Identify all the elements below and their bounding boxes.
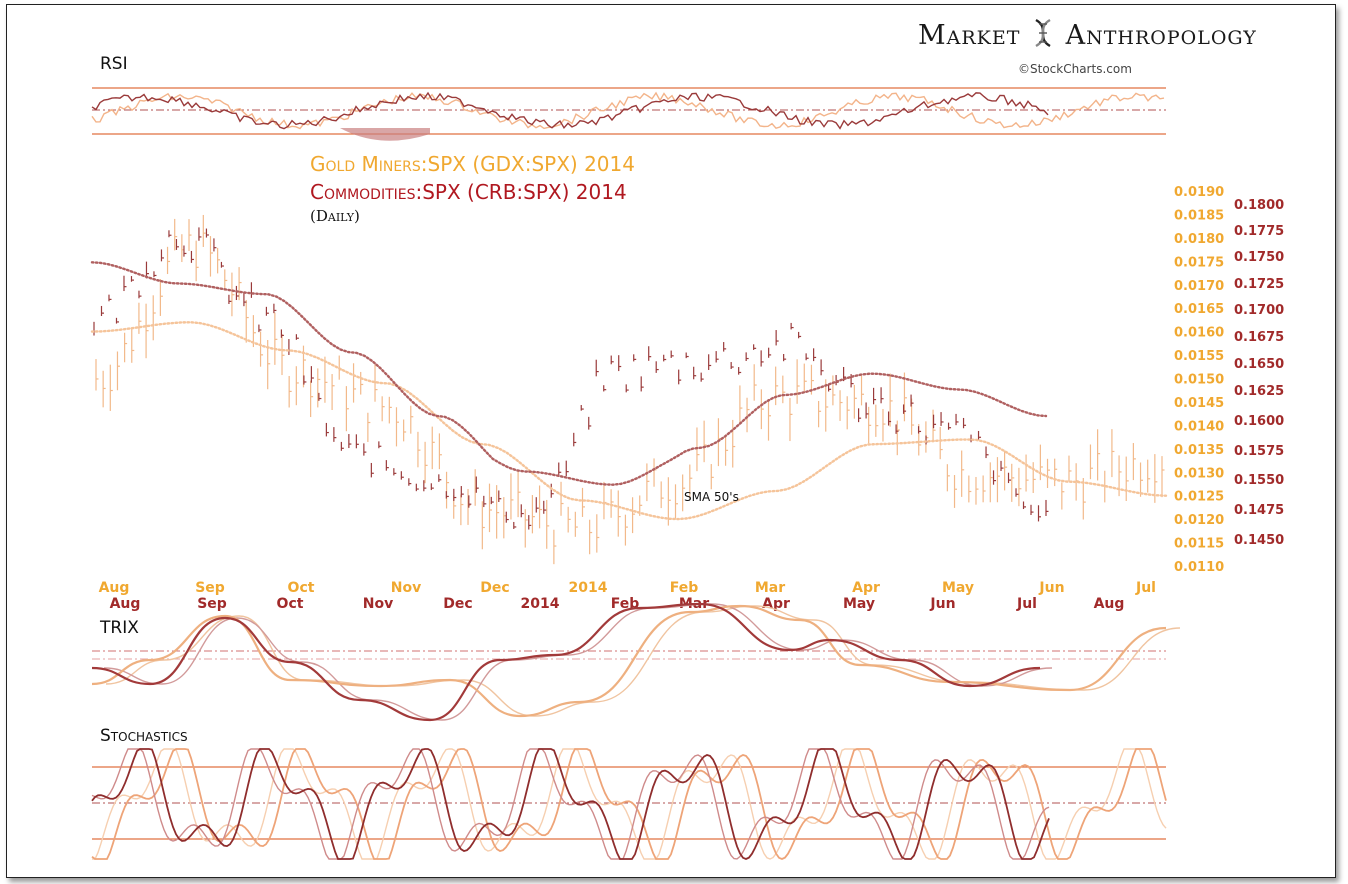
stockcharts-credit: ©StockCharts.com: [1018, 62, 1132, 76]
commodity-axis-tick: 0.1600: [1234, 414, 1284, 429]
commodity-axis-tick: 0.1775: [1234, 224, 1284, 239]
rsi-label: RSI: [100, 54, 128, 74]
commodity-x-tick-label: 2014: [521, 596, 560, 612]
gold-x-tick-label: Dec: [480, 580, 509, 596]
commodity-axis-tick: 0.1450: [1234, 533, 1284, 548]
trix-label: TRIX: [100, 618, 139, 638]
commodity-axis-tick: 0.1725: [1234, 277, 1284, 292]
stoch-commodity-line: [91, 748, 1050, 860]
gold-x-tick-label: Nov: [391, 580, 421, 596]
commodity-x-tick-label: May: [843, 596, 875, 612]
gold-axis-tick: 0.0175: [1174, 255, 1224, 270]
rsi-gold-line: [91, 91, 1165, 130]
commodity-x-tick-label: Jun: [929, 596, 955, 612]
commodity-axis-tick: 0.1800: [1234, 198, 1284, 213]
gold-axis-tick: 0.0185: [1174, 208, 1224, 223]
stoch-gold-line: [91, 748, 1167, 860]
gold-sma50-line: [90, 321, 1168, 521]
dna-icon: [1030, 14, 1056, 51]
stoch-commodity-signal: [91, 748, 1050, 860]
commodity-sma50-line: [90, 261, 1048, 486]
commodity-axis-tick: 0.1625: [1234, 384, 1284, 399]
commodity-x-tick-label: Jul: [1016, 596, 1037, 612]
gold-x-tick-label: Feb: [670, 580, 699, 596]
gold-x-tick-label: 2014: [569, 580, 608, 596]
rsi-commodity-line: [91, 91, 1049, 130]
gold-axis-tick: 0.0155: [1174, 349, 1224, 364]
chart-frame: [6, 4, 1336, 878]
gold-axis-tick: 0.0190: [1174, 185, 1224, 200]
commodity-axis-tick: 0.1700: [1234, 303, 1284, 318]
gold-x-tick-label: Sep: [195, 580, 225, 596]
title-daily: (Daily): [310, 207, 360, 225]
gold-x-tick-label: Aug: [99, 580, 130, 596]
gold-axis-tick: 0.0145: [1174, 396, 1224, 411]
stochastics-label: Stochastics: [100, 726, 188, 746]
gold-x-tick-label: May: [942, 580, 974, 596]
title-commodities: Commodities:SPX (CRB:SPX) 2014: [310, 180, 627, 204]
commodity-x-tick-label: Aug: [110, 596, 141, 612]
gold-axis-tick: 0.0110: [1174, 560, 1224, 575]
commodity-x-tick-label: Aug: [1094, 596, 1125, 612]
commodity-x-tick-label: Oct: [277, 596, 304, 612]
stoch-gold-signal: [92, 748, 1167, 860]
gold-axis-tick: 0.0130: [1174, 466, 1224, 481]
gold-axis-tick: 0.0140: [1174, 419, 1224, 434]
trix-gold-signal: [105, 605, 1181, 717]
gold-x-tick-label: Jul: [1135, 580, 1156, 596]
gold-x-tick-label: Oct: [288, 580, 315, 596]
gold-axis-tick: 0.0135: [1174, 443, 1224, 458]
gold-axis-tick: 0.0170: [1174, 279, 1224, 294]
gold-axis-tick: 0.0125: [1174, 490, 1224, 505]
commodity-axis-tick: 0.1650: [1234, 357, 1284, 372]
trix-commodity-line: [91, 602, 1041, 722]
gold-axis-tick: 0.0165: [1174, 302, 1224, 317]
commodity-axis-tick: 0.1750: [1234, 250, 1284, 265]
gold-axis-tick: 0.0150: [1174, 373, 1224, 388]
brand-right: Anthropology: [1065, 20, 1257, 51]
commodity-axis-tick: 0.1575: [1234, 444, 1284, 459]
gold-axis-tick: 0.0115: [1174, 537, 1224, 552]
gold-x-tick-label: Apr: [852, 580, 880, 596]
commodity-x-tick-label: Nov: [363, 596, 393, 612]
commodity-axis-tick: 0.1475: [1234, 503, 1284, 518]
gold-axis-tick: 0.0160: [1174, 326, 1224, 341]
gold-axis-tick: 0.0180: [1174, 232, 1224, 247]
title-gold-miners: Gold Miners:SPX (GDX:SPX) 2014: [310, 152, 635, 176]
gold-x-tick-label: Jun: [1038, 580, 1064, 596]
commodity-x-tick-label: Dec: [443, 596, 472, 612]
commodity-axis-tick: 0.1675: [1234, 330, 1284, 345]
gold-axis-tick: 0.0120: [1174, 513, 1224, 528]
commodity-x-tick-label: Sep: [197, 596, 227, 612]
brand-title: Market Anthropology: [918, 14, 1257, 51]
commodity-axis-tick: 0.1550: [1234, 473, 1284, 488]
gold-x-tick-label: Mar: [755, 580, 785, 596]
sma-annotation: SMA 50's: [684, 490, 739, 504]
brand-left: Market: [918, 20, 1021, 51]
rsi-oversold-fill: [340, 128, 430, 141]
